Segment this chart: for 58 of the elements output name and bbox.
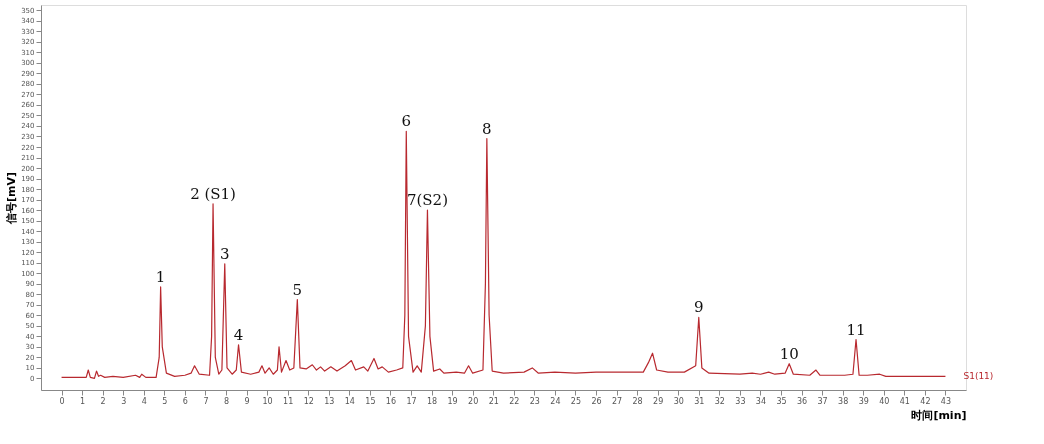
x-tick-label: 12 — [303, 396, 314, 406]
x-tick-label: 19 — [447, 396, 458, 406]
x-tick-label: 27 — [611, 396, 623, 406]
annotation: 10 — [779, 344, 799, 363]
x-tick-label: 43 — [940, 396, 952, 406]
x-tick-label: 17 — [406, 396, 417, 406]
x-tick-label: 13 — [324, 396, 335, 406]
x-tick-label: 21 — [488, 396, 499, 406]
x-tick-label: 20 — [468, 396, 479, 406]
x-tick-label: 29 — [653, 396, 664, 406]
x-tick-label: 35 — [776, 396, 787, 406]
x-tick-label: 30 — [673, 396, 684, 406]
x-tick-label: 39 — [858, 396, 869, 406]
x-tick-label: 22 — [509, 396, 520, 406]
x-tick-label: 38 — [838, 396, 849, 406]
x-tick-label: 34 — [755, 396, 767, 406]
annotation: 11 — [846, 320, 866, 339]
x-tick-label: 24 — [550, 396, 561, 406]
x-tick-label: 36 — [796, 396, 808, 406]
annotation: 2 (S1) — [190, 184, 236, 203]
x-tick-label: 1 — [80, 396, 86, 406]
x-tick-label: 0 — [59, 396, 65, 406]
series-label: S1(11) — [963, 371, 994, 382]
annotation: 1 — [155, 267, 166, 286]
x-tick-label: 28 — [632, 396, 643, 406]
annotation: 8 — [482, 119, 492, 138]
x-tick-label: 41 — [899, 396, 910, 406]
x-tick-label: 15 — [365, 396, 376, 406]
x-tick-label: 40 — [879, 396, 890, 406]
annotation: 9 — [694, 298, 704, 317]
x-tick-label: 2 — [100, 396, 106, 406]
y-axis-title: 信号[mV] — [5, 171, 19, 226]
x-tick-label: 11 — [283, 396, 294, 406]
x-tick-label: 32 — [714, 396, 725, 406]
annotation: 3 — [219, 244, 230, 263]
x-tick-label: 8 — [223, 396, 230, 406]
x-tick-label: 9 — [244, 396, 250, 406]
x-tick-label: 16 — [385, 396, 397, 406]
x-tick-label: 26 — [591, 396, 602, 406]
x-axis-title: 时间[min] — [911, 408, 967, 422]
x-tick-label: 6 — [182, 396, 188, 406]
x-tick-label: 37 — [817, 396, 828, 406]
x-tick-label: 4 — [141, 396, 147, 406]
x-tick-label: 31 — [694, 396, 705, 406]
annotation: 7(S2) — [406, 191, 448, 210]
x-tick-label: 3 — [121, 396, 127, 406]
annotation: 4 — [233, 325, 244, 344]
x-tick-label: 33 — [735, 396, 746, 406]
annotation: 6 — [401, 112, 412, 131]
x-tick-label: 5 — [162, 396, 168, 406]
x-tick-label: 42 — [920, 396, 931, 406]
x-tick-label: 23 — [529, 396, 540, 406]
x-tick-label: 25 — [570, 396, 582, 406]
x-tick-label: 18 — [426, 396, 438, 406]
annotation: 5 — [292, 280, 303, 299]
x-tick-label: 7 — [203, 396, 209, 406]
x-tick-label: 14 — [344, 396, 355, 406]
x-tick-label: 10 — [262, 396, 273, 406]
